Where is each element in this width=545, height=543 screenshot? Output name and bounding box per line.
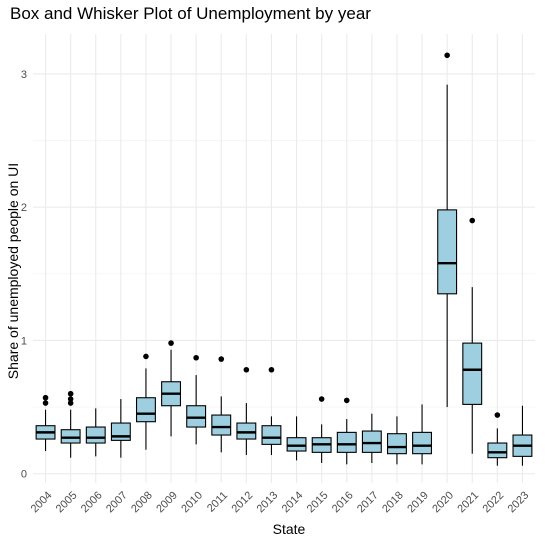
x-axis-title: State [273, 521, 306, 537]
y-tick-label: 2 [21, 202, 27, 214]
x-tick-label: 2019 [405, 489, 431, 515]
outlier-point [42, 394, 49, 401]
box-2008 [135, 397, 156, 423]
outlier-point [469, 217, 476, 224]
box-2016 [336, 431, 357, 453]
x-tick-label: 2017 [355, 489, 381, 515]
x-tick-label: 2012 [230, 489, 256, 515]
box-2019 [412, 431, 433, 455]
box-2022 [487, 442, 508, 459]
box-2006 [85, 426, 106, 444]
box-2012 [236, 422, 257, 440]
box-2014 [286, 437, 307, 452]
x-tick-label: 2011 [205, 489, 230, 514]
outlier-point [268, 366, 275, 373]
y-tick-label: 0 [21, 469, 27, 481]
outlier-point [318, 396, 325, 402]
x-tick-label: 2008 [129, 489, 155, 515]
y-axis-title: Share of unemployed people on UI [5, 163, 21, 379]
outlier-point [67, 396, 74, 402]
outlier-point [193, 354, 199, 361]
outlier-point [168, 340, 174, 346]
y-tick-label: 3 [21, 69, 27, 81]
chart-title: Box and Whisker Plot of Unemployment by … [10, 4, 371, 23]
box-2018 [386, 433, 407, 455]
x-tick-label: 2022 [481, 489, 507, 515]
x-tick-label: 2010 [179, 489, 205, 515]
x-tick-label: 2004 [29, 489, 55, 515]
box-2011 [211, 414, 232, 436]
outlier-point [218, 356, 225, 362]
x-tick-label: 2021 [455, 489, 481, 515]
x-tick-label: 2014 [280, 489, 306, 515]
x-tick-label: 2007 [104, 489, 130, 515]
outlier-point [67, 390, 74, 397]
outlier-point [343, 397, 350, 404]
outlier-point [494, 412, 501, 418]
outlier-point [143, 353, 149, 360]
x-tick-label: 2023 [506, 489, 532, 515]
x-tick-label: 2006 [79, 489, 105, 515]
y-tick-label: 1 [21, 335, 27, 347]
x-tick-label: 2015 [305, 489, 331, 515]
box-2013 [261, 425, 282, 445]
plot-area: 0 1 2 3 2004 2005 2006 2007 2008 2009 2010 2011 2012… [21, 34, 535, 515]
box-2021 [462, 342, 483, 405]
x-tick-label: 2018 [380, 489, 406, 515]
box-2017 [361, 430, 382, 453]
box-2010 [186, 405, 207, 428]
x-tick-label: 2016 [330, 489, 356, 515]
box-2005 [60, 429, 81, 444]
box-2020 [437, 209, 458, 295]
outlier-point [67, 400, 74, 406]
x-tick-label: 2005 [54, 489, 80, 515]
box-2007 [110, 422, 131, 441]
outlier-point [444, 52, 450, 59]
x-tick-label: 2009 [154, 489, 180, 515]
x-tick-label: 2013 [255, 489, 281, 515]
x-tick-label: 2020 [430, 489, 456, 515]
outlier-point [243, 366, 250, 373]
outlier-point [42, 400, 49, 406]
